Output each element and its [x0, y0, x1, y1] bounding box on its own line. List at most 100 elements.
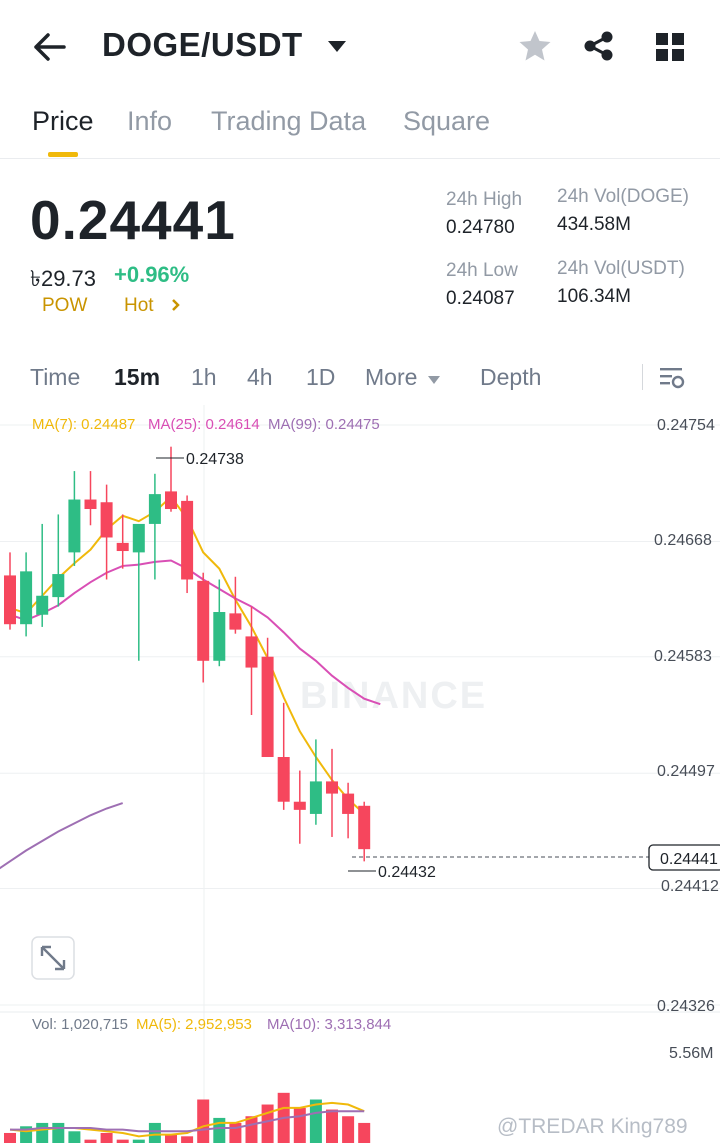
volume-bar: [197, 1099, 210, 1143]
volume-bar: [132, 1139, 145, 1143]
stat-high-label: 24h High: [446, 189, 523, 210]
candle: [309, 781, 322, 814]
tag-pow[interactable]: POW: [42, 295, 88, 316]
last-price-label: 0.24441: [660, 851, 718, 868]
stat-vol-doge-label: 24h Vol(DOGE): [557, 186, 689, 207]
volume-bar: [261, 1104, 274, 1143]
candle: [132, 523, 145, 553]
pair-dropdown-icon[interactable]: [326, 38, 348, 54]
stat-low-label: 24h Low: [446, 260, 518, 281]
ma99-line: [0, 802, 124, 870]
volume-bar: [326, 1109, 338, 1143]
pair-title[interactable]: DOGE/USDT: [102, 26, 303, 63]
interval-depth[interactable]: Depth: [480, 364, 542, 390]
candle: [68, 499, 81, 553]
interval-1d[interactable]: 1D: [306, 364, 336, 390]
candle: [261, 656, 274, 758]
volume-y-tick: 5.56M: [669, 1045, 713, 1062]
interval-more[interactable]: More: [365, 364, 418, 390]
expand-chart-button[interactable]: [31, 936, 75, 980]
ma25-line: [9, 559, 381, 706]
chart-settings-button[interactable]: [658, 364, 686, 392]
y-tick-4: 0.24412: [661, 878, 719, 895]
candle: [20, 571, 33, 625]
interval-time[interactable]: Time: [30, 364, 81, 390]
candle: [181, 500, 194, 580]
back-button[interactable]: [32, 30, 68, 64]
candle: [36, 595, 49, 615]
candle: [197, 580, 210, 661]
candle: [4, 575, 16, 625]
credit-watermark: @TREDAR King789: [497, 1115, 688, 1138]
volume-bar: [229, 1122, 242, 1143]
price-change-percent: +0.96%: [114, 262, 190, 287]
interval-4h[interactable]: 4h: [247, 364, 273, 390]
volume-legend: Vol: 1,020,715: [32, 1016, 128, 1033]
candle: [148, 494, 161, 524]
interval-15m[interactable]: 15m: [114, 364, 161, 390]
volume-bar: [4, 1132, 16, 1143]
volume-bar: [100, 1132, 113, 1143]
interval-1h[interactable]: 1h: [191, 364, 217, 390]
tab-square[interactable]: Square: [403, 106, 491, 136]
high-marker: 0.24738: [186, 451, 244, 468]
candle: [358, 805, 371, 850]
tab-price[interactable]: Price: [32, 106, 94, 136]
y-tick-0: 0.24754: [657, 417, 715, 434]
volume-bar: [20, 1126, 33, 1143]
ma25-legend: MA(25): 0.24614: [148, 416, 260, 433]
volume-bar: [116, 1139, 129, 1143]
volume-ma10-legend: MA(10): 3,313,844: [267, 1016, 391, 1033]
candle: [165, 491, 177, 510]
volume-bar: [342, 1116, 355, 1143]
candlestick-chart[interactable]: BINANCE MA(7): 0.24487 MA(25): 0.24614 M…: [0, 405, 720, 1143]
candle: [213, 612, 226, 661]
y-tick-1: 0.24668: [654, 532, 712, 549]
volume-bar: [165, 1134, 177, 1143]
volume-bar: [358, 1122, 371, 1143]
volume-bar: [293, 1107, 306, 1143]
ma99-legend: MA(99): 0.24475: [268, 416, 380, 433]
tab-info[interactable]: Info: [127, 106, 173, 136]
volume-bar: [36, 1122, 49, 1143]
candle: [116, 542, 129, 552]
candle: [293, 801, 306, 810]
candle: [342, 793, 355, 814]
volume-bar: [68, 1131, 81, 1143]
grid-icon: [656, 33, 684, 61]
last-price: 0.24441: [30, 189, 236, 251]
volume-ma5-legend: MA(5): 2,952,953: [136, 1016, 252, 1033]
candle: [84, 499, 97, 510]
tab-trading-data[interactable]: Trading Data: [211, 106, 367, 136]
volume-bar: [245, 1116, 258, 1143]
candle: [326, 781, 338, 794]
stat-vol-usdt-value: 106.34M: [557, 286, 631, 307]
interval-bar-divider: [642, 364, 643, 390]
y-tick-3: 0.24497: [657, 763, 715, 780]
more-dropdown-icon[interactable]: [427, 372, 441, 384]
tag-hot[interactable]: Hot: [124, 295, 154, 316]
candle: [229, 613, 242, 630]
volume-bar: [181, 1136, 194, 1143]
grid-menu-button[interactable]: [655, 32, 685, 62]
chevron-right-icon[interactable]: [171, 298, 181, 312]
y-tick-5: 0.24326: [657, 998, 715, 1015]
stat-high-value: 0.24780: [446, 217, 515, 238]
candle: [100, 502, 113, 538]
active-tab-indicator: [48, 152, 78, 157]
arrow-left-icon: [34, 33, 66, 61]
volume-bar: [213, 1117, 226, 1143]
volume-bar: [52, 1122, 65, 1143]
chart-settings-icon: [660, 368, 685, 389]
stat-vol-doge-value: 434.58M: [557, 214, 631, 235]
ma7-legend: MA(7): 0.24487: [32, 416, 135, 433]
share-button[interactable]: [582, 30, 616, 62]
tabs-divider: [0, 158, 720, 159]
favorite-star-icon[interactable]: [518, 30, 552, 62]
fiat-price: ৳29.73: [30, 266, 97, 291]
binance-watermark: BINANCE: [300, 675, 487, 717]
low-marker: 0.24432: [378, 864, 436, 881]
volume-ma10-line: [10, 1110, 365, 1133]
y-tick-2: 0.24583: [654, 648, 712, 665]
candle: [52, 574, 65, 598]
